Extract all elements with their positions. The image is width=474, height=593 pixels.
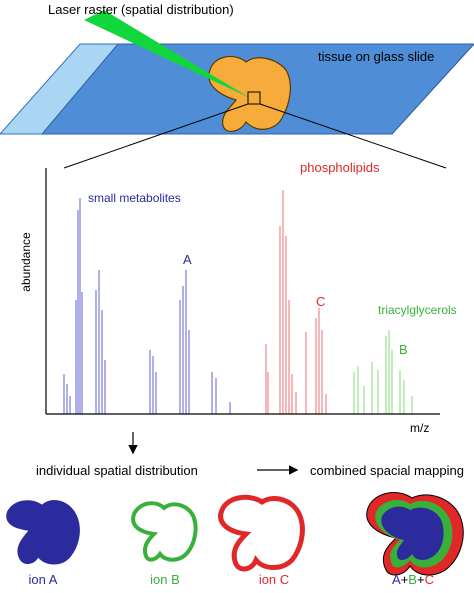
y-axis-label: abundance xyxy=(19,232,33,292)
combined-label: A+B+C xyxy=(392,572,434,587)
zoom-line-right xyxy=(259,103,447,169)
ion-a-label: ion A xyxy=(29,572,58,587)
ion-a-distribution xyxy=(6,500,80,565)
spectrum-peaks xyxy=(63,190,413,414)
raster-spot xyxy=(247,91,261,105)
peak-label-a: A xyxy=(183,252,192,267)
combined-b: B xyxy=(408,572,417,587)
x-axis-label: m/z xyxy=(410,421,429,435)
combined-mapping-label: combined spacial mapping xyxy=(310,463,464,478)
combined-c: C xyxy=(425,572,434,587)
combined-plus-2: + xyxy=(417,572,425,587)
tissue-section xyxy=(208,55,291,132)
peak-label-c: C xyxy=(316,294,325,309)
laser-label: Laser raster (spatial distribution) xyxy=(48,2,234,17)
combined-plus-1: + xyxy=(401,572,409,587)
zoom-line-left xyxy=(63,103,249,169)
mass-spectrum xyxy=(45,168,440,415)
phospholipids-label: phospholipids xyxy=(300,160,380,175)
laser-beam xyxy=(84,10,250,98)
individual-distribution-label: individual spatial distribution xyxy=(36,463,198,478)
triacylglycerols-label: triacylglycerols xyxy=(378,303,457,317)
combined-inner-a xyxy=(381,506,444,561)
ion-c-distribution xyxy=(218,494,305,572)
combined-a: A xyxy=(392,572,401,587)
ion-b-label: ion B xyxy=(150,572,180,587)
combined-distribution xyxy=(366,492,464,576)
peak-label-b: B xyxy=(399,342,408,357)
slide-label: tissue on glass slide xyxy=(318,49,434,64)
ion-b-distribution xyxy=(131,501,198,562)
small-metabolites-label: small metabolites xyxy=(88,191,181,205)
ion-c-label: ion C xyxy=(259,572,289,587)
